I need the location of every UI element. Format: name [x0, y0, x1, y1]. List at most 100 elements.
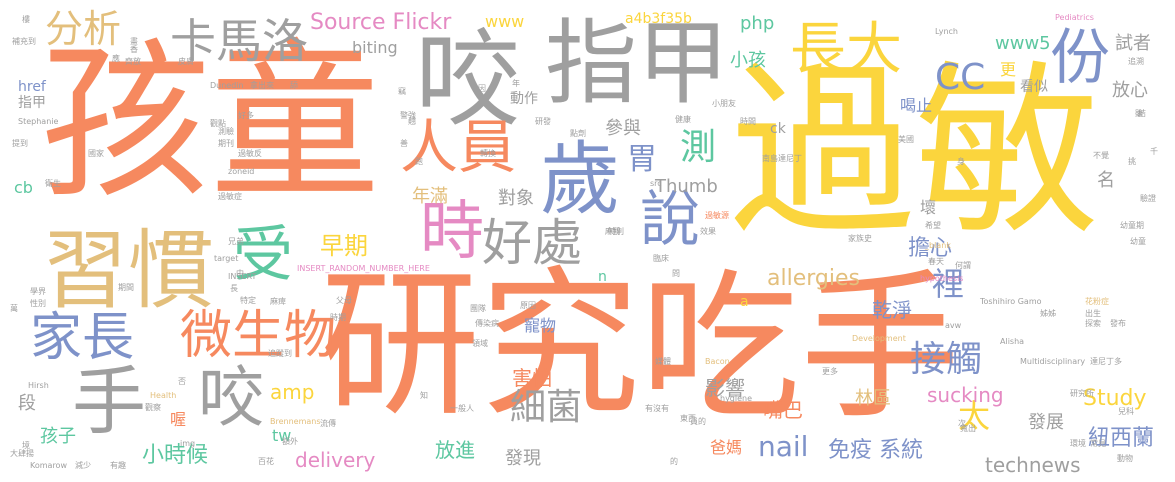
word: Bacon: [705, 357, 730, 366]
word: Lynch: [935, 27, 958, 36]
word: 應: [112, 54, 120, 63]
word: 雖: [1135, 109, 1143, 118]
word: 期刊: [218, 139, 234, 148]
word: 過敏: [730, 44, 1100, 260]
word: 萬: [10, 304, 18, 313]
word: avw: [945, 321, 962, 330]
word: 乾淨: [872, 298, 912, 322]
word: 補充到: [12, 37, 36, 46]
word: 影響: [705, 376, 745, 400]
word: 追蹤到: [268, 349, 292, 358]
word: 測: [680, 127, 717, 168]
word: delivery: [295, 448, 376, 472]
word: 一般人: [450, 404, 474, 413]
word: 更: [1000, 60, 1017, 79]
word: 傳染病: [475, 319, 499, 328]
word: 春天: [928, 257, 944, 266]
word: cb: [14, 178, 33, 197]
word: INSERT: [228, 272, 257, 281]
word: 身: [957, 157, 965, 166]
word: Multidisciplinary: [1020, 357, 1086, 366]
word: 對象: [498, 188, 534, 209]
word: 減少: [75, 461, 91, 470]
word: 孩童: [40, 24, 381, 222]
word: 千: [1150, 147, 1158, 156]
word: 有趣: [110, 461, 126, 470]
word: 性別: [30, 299, 46, 308]
word: 微生物: [180, 306, 337, 366]
word: 探索: [1085, 319, 1101, 328]
word: Komarow: [30, 461, 67, 470]
word: 家長: [30, 308, 135, 368]
word: Study: [1083, 386, 1147, 411]
word: 臨床: [653, 254, 669, 263]
word: 兄弟: [228, 237, 244, 246]
word: 放進: [435, 438, 475, 462]
word: 健康: [675, 115, 691, 124]
word: 效果: [700, 227, 716, 236]
word: Toshihiro Gamo: [980, 297, 1042, 306]
word: 爸媽: [710, 438, 743, 457]
word: 好處: [482, 214, 582, 272]
word: 麻痺: [270, 297, 286, 306]
word: 學界: [30, 287, 46, 296]
word: 拿出來: [250, 81, 274, 90]
word: 過敏症: [218, 192, 242, 201]
word: 試者: [1115, 33, 1151, 54]
word: 大肆揚: [10, 449, 34, 458]
word: 跑: [415, 157, 423, 166]
word: 段: [18, 393, 36, 414]
word: 因: [478, 84, 486, 93]
word: Development: [852, 334, 906, 343]
word: 姊姊: [1040, 309, 1056, 318]
word: 花粉症: [1085, 297, 1109, 306]
word: 過敏反: [238, 149, 262, 158]
word: 兒科: [1118, 407, 1134, 416]
word: src: [650, 179, 662, 188]
word: target: [214, 254, 239, 263]
word: 知: [420, 391, 428, 400]
word: 放心: [1112, 80, 1148, 101]
word: 卡馬洛: [170, 14, 308, 68]
word: 小朋友: [712, 99, 736, 108]
word: 點劑: [570, 129, 586, 138]
word: 咬: [198, 359, 264, 436]
word: href: [18, 79, 46, 95]
word: 林區: [855, 388, 891, 409]
word: 手: [72, 359, 146, 445]
word: 寬出: [960, 424, 976, 433]
word: 參與: [605, 118, 641, 139]
word: 更多: [822, 367, 838, 376]
word: 追溯: [1128, 57, 1144, 66]
word: 中: [236, 269, 244, 278]
word: 發布: [1110, 319, 1126, 328]
word: 長大: [790, 17, 902, 82]
word: 達尼丁多: [1090, 357, 1122, 366]
word: 長: [230, 284, 238, 293]
word: 結: [1138, 109, 1146, 118]
word: 父母: [336, 296, 352, 305]
word: 畫: [130, 37, 138, 46]
word: 希望: [925, 221, 941, 230]
word: 觀點: [210, 119, 226, 128]
word: 媒體: [655, 357, 671, 366]
word: 舔: [290, 81, 298, 90]
word: 挑: [1128, 157, 1136, 166]
word: 動作: [510, 91, 538, 107]
word: 早期: [320, 232, 368, 260]
word: 歲: [540, 133, 620, 226]
word: 香: [130, 45, 138, 54]
word: nail: [758, 430, 809, 463]
word: 常見: [1090, 439, 1106, 448]
word: allergies: [767, 266, 860, 291]
word: 名: [1097, 170, 1115, 191]
word: 出生: [1085, 309, 1101, 318]
word: 免疫 系統: [828, 438, 923, 463]
word: 胃: [627, 142, 657, 177]
word: hypothesis: [920, 274, 964, 283]
word: 有沒有: [645, 404, 669, 413]
word: img: [180, 439, 196, 448]
word: 研究所: [1070, 389, 1094, 398]
word: 研發: [535, 117, 551, 126]
